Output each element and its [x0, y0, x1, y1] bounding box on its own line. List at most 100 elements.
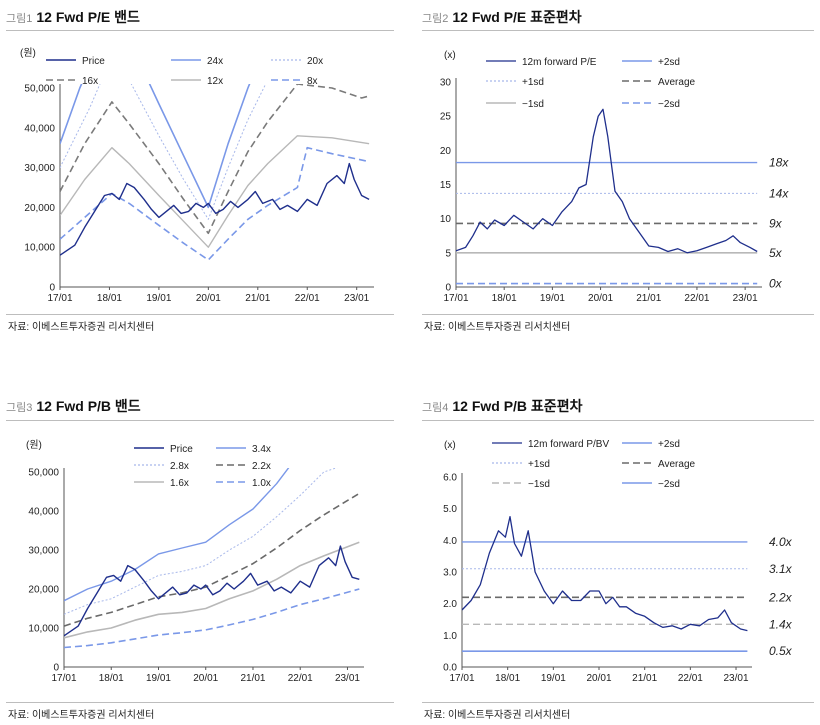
source-rule [422, 314, 814, 315]
y-tick-label: 30,000 [28, 546, 59, 557]
x-tick-label: 22/01 [288, 673, 313, 684]
legend-label: 3.4x [252, 444, 271, 455]
y-tick-label: 0 [53, 663, 59, 674]
x-tick-label: 23/01 [344, 293, 369, 304]
source-note: 자료: 이베스트투자증권 리서치센터 [424, 710, 571, 721]
y-tick-label: 6.0 [443, 473, 457, 484]
x-tick-label: 21/01 [636, 293, 661, 304]
series-line-0 [462, 515, 748, 632]
y-tick-label: 30,000 [24, 163, 55, 174]
title-rule [422, 420, 814, 421]
unit-label: (원) [26, 439, 42, 451]
legend-label: 1.6x [170, 478, 189, 489]
sd-value-label: 18x [769, 156, 789, 170]
x-tick-label: 17/01 [51, 673, 76, 684]
x-tick-label: 20/01 [586, 673, 611, 684]
source-note: 자료: 이베스트투자증권 리서치센터 [424, 322, 571, 333]
figure-number: 그림3 [6, 402, 33, 414]
x-tick-label: 20/01 [588, 293, 613, 304]
title-rule [6, 30, 394, 31]
series-line-0 [456, 108, 758, 254]
x-tick-label: 21/01 [245, 293, 270, 304]
panel-3-title: 그림3 12 Fwd P/B 밴드 [6, 396, 141, 416]
series-line-2 [60, 84, 267, 220]
legend-label: 12m forward P/E [522, 57, 597, 68]
legend-label: 2.8x [170, 461, 189, 472]
y-tick-label: 20,000 [24, 203, 55, 214]
legend-label: 12x [207, 76, 223, 87]
y-tick-label: 25 [440, 112, 452, 123]
x-tick-label: 20/01 [196, 293, 221, 304]
legend-label: 12m forward P/BV [528, 439, 609, 450]
legend-label: −1sd [522, 99, 544, 110]
figure-number: 그림2 [422, 13, 449, 25]
sd-value-label: 5x [769, 246, 783, 260]
y-tick-label: 0 [445, 283, 451, 294]
x-tick-label: 20/01 [193, 673, 218, 684]
title-rule [6, 420, 394, 421]
y-tick-label: 50,000 [28, 468, 59, 479]
x-tick-label: 19/01 [146, 293, 171, 304]
x-tick-label: 21/01 [632, 673, 657, 684]
y-tick-label: 0.0 [443, 663, 457, 674]
legend-label: 2.2x [252, 461, 271, 472]
sd-value-label: 1.4x [769, 617, 793, 631]
figure-number: 그림4 [422, 402, 449, 414]
figure-title: 12 Fwd P/B 표준편차 [452, 398, 583, 414]
legend-label: Price [82, 56, 105, 67]
x-tick-label: 17/01 [47, 293, 72, 304]
x-tick-label: 22/01 [684, 293, 709, 304]
figure-title: 12 Fwd P/E 표준편차 [452, 9, 582, 25]
series-line-3 [64, 492, 360, 627]
series-line-5 [64, 588, 360, 649]
sd-value-label: 2.2x [768, 590, 793, 604]
unit-label: (원) [20, 47, 36, 59]
figure-title: 12 Fwd P/E 밴드 [36, 9, 140, 25]
x-tick-label: 19/01 [540, 293, 565, 304]
y-tick-label: 1.0 [443, 631, 457, 642]
legend-label: Price [170, 444, 193, 455]
legend-label: 24x [207, 56, 223, 67]
unit-label: (x) [444, 440, 456, 451]
series-line-4 [64, 541, 360, 639]
pb-stdev-chart: (x) 0.0 1.0 2.0 3.0 4.0 5.0 6.0 17/01 18/01 19/01 2… [443, 439, 793, 684]
series-line-0 [60, 162, 370, 256]
legend-label: Average [658, 77, 696, 88]
sd-value-label: 0x [769, 277, 783, 291]
panel-4-title: 그림4 12 Fwd P/B 표준편차 [422, 396, 582, 416]
y-tick-label: 5 [445, 248, 451, 259]
y-tick-label: 40,000 [24, 123, 55, 134]
y-tick-label: 20 [440, 146, 452, 157]
sd-value-label: 0.5x [769, 644, 793, 658]
legend-label: +2sd [658, 57, 680, 68]
y-tick-label: 10,000 [28, 624, 59, 635]
legend-label: +2sd [658, 439, 680, 450]
figure-title: 12 Fwd P/B 밴드 [36, 398, 141, 414]
x-tick-label: 23/01 [724, 673, 749, 684]
source-note: 자료: 이베스트투자증권 리서치센터 [8, 322, 155, 333]
title-rule [422, 30, 814, 31]
x-tick-label: 18/01 [495, 673, 520, 684]
pe-band-chart: (원) 0 10,000 20,000 30,000 40,000 50,000 17/01 1… [20, 47, 374, 304]
y-tick-label: 10 [440, 214, 452, 225]
y-tick-label: 4.0 [443, 536, 457, 547]
series-line-1 [60, 84, 251, 209]
x-tick-label: 19/01 [541, 673, 566, 684]
y-tick-label: 2.0 [443, 599, 457, 610]
source-note: 자료: 이베스트투자증권 리서치센터 [8, 710, 155, 721]
y-tick-label: 3.0 [443, 568, 457, 579]
x-tick-label: 18/01 [492, 293, 517, 304]
legend-label: +1sd [528, 459, 550, 470]
series-line-0 [64, 545, 360, 637]
y-tick-label: 30 [440, 78, 452, 89]
legend-label: 16x [82, 76, 98, 87]
x-tick-label: 17/01 [449, 673, 474, 684]
legend-label: 8x [307, 76, 318, 87]
x-tick-label: 23/01 [335, 673, 360, 684]
legend-label: −2sd [658, 99, 680, 110]
sd-value-label: 3.1x [769, 562, 793, 576]
x-tick-label: 17/01 [443, 293, 468, 304]
y-tick-label: 50,000 [24, 84, 55, 95]
pb-band-chart: (원) 0 10,000 20,000 30,000 40,000 50,000 17/01 1… [26, 439, 364, 684]
y-tick-label: 15 [440, 180, 452, 191]
